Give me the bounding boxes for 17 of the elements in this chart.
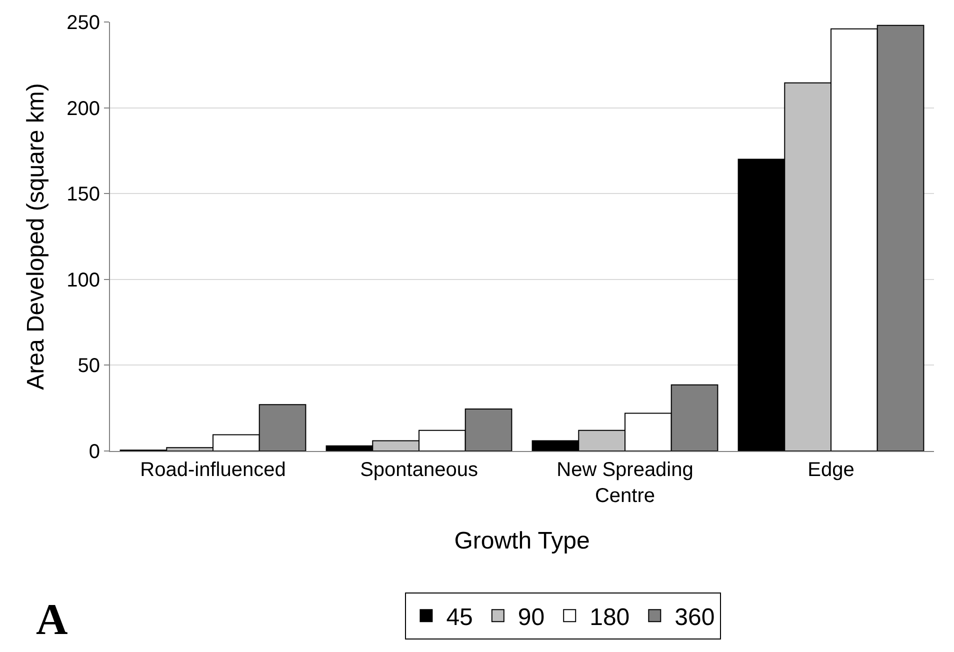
y-tick-label: 100 <box>66 269 100 292</box>
x-tick-label: New Spreading Centre <box>556 459 694 507</box>
x-axis-title: Growth Type <box>454 527 590 554</box>
legend-label: 180 <box>590 604 630 632</box>
legend-label: 45 <box>446 604 473 632</box>
text: A <box>36 595 68 644</box>
x-tick-label: Road-influenced <box>140 459 286 481</box>
y-tick-label: 150 <box>66 184 100 206</box>
x-tick-label: Edge <box>808 459 854 481</box>
legend-label: 360 <box>674 604 715 632</box>
legend-label: 90 <box>518 604 545 632</box>
y-tick-label: 200 <box>66 98 100 120</box>
y-tick-label: 0 <box>88 441 100 463</box>
y-axis-title: Area Developed (square km) <box>22 83 50 390</box>
y-tick-label: 250 <box>66 12 100 34</box>
x-tick-label: Spontaneous <box>360 459 478 481</box>
y-tick-label: 50 <box>78 355 100 378</box>
